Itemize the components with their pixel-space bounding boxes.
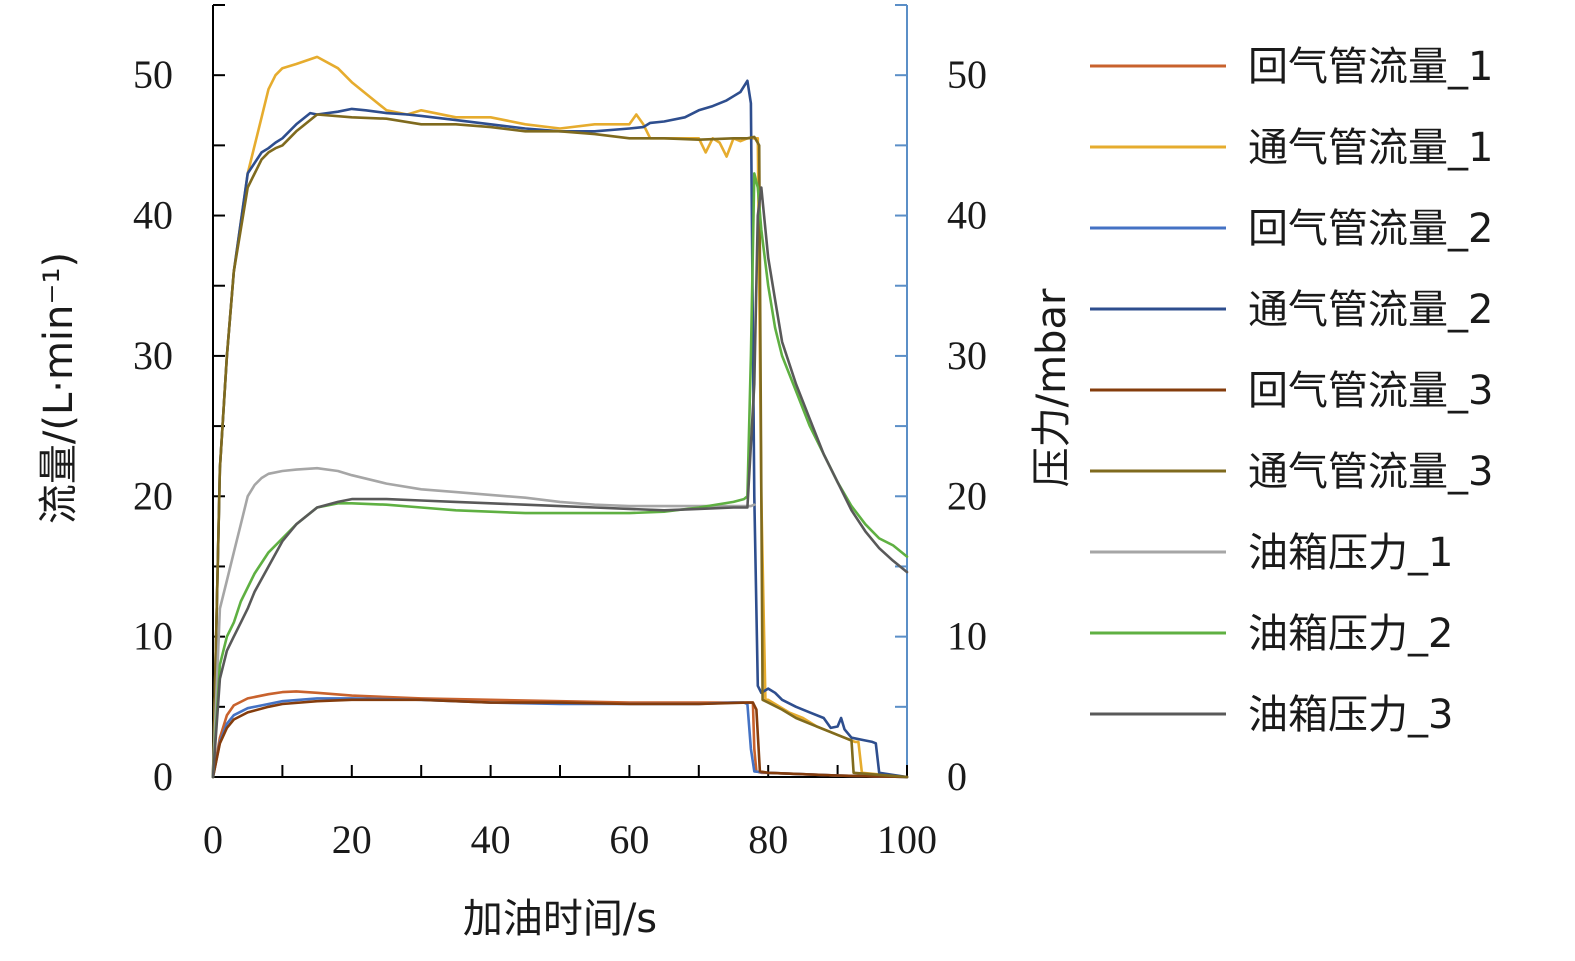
x-tick-label: 100: [877, 817, 937, 862]
legend-label-6: 通气管流量_3: [1248, 449, 1493, 495]
y-left-tick-label: 30: [133, 333, 173, 378]
y-left-tick-label: 20: [133, 473, 173, 518]
axes: 0 10 20 30 40 50 0 10 20 30 40 50 0 20 40 60 80 100: [133, 4, 987, 862]
series-line-7: [211, 466, 756, 779]
y-axis-right-title: 压力/mbar: [1029, 288, 1075, 487]
legend-label-5: 回气管流量_3: [1248, 368, 1493, 414]
y-right-tick-label: 20: [947, 473, 987, 518]
y-left-tick-label: 0: [153, 754, 173, 799]
legend-label-7: 油箱压力_1: [1248, 530, 1453, 576]
x-tick-label: 60: [609, 817, 649, 862]
x-tick-label: 40: [471, 817, 511, 862]
y-right-tick-label: 30: [947, 333, 987, 378]
axis-labels: 流量/(L·min⁻¹) 压力/mbar 加油时间/s: [36, 252, 1075, 942]
x-tick-label: 0: [203, 817, 223, 862]
y-left-tick-label: 10: [133, 614, 173, 659]
x-tick-label: 20: [332, 817, 372, 862]
series-lines: [211, 55, 909, 779]
series-line-4: [211, 79, 909, 779]
x-tick-label: 80: [748, 817, 788, 862]
legend-label-4: 通气管流量_2: [1248, 287, 1493, 333]
series-line-5: [211, 698, 909, 779]
legend-label-8: 油箱压力_2: [1248, 611, 1453, 657]
y-right-tick-label: 50: [947, 52, 987, 97]
legend-label-9: 油箱压力_3: [1248, 692, 1453, 738]
legend-label-1: 回气管流量_1: [1248, 44, 1493, 90]
series-line-2: [211, 55, 909, 779]
y-right-tick-label: 10: [947, 614, 987, 659]
y-left-tick-label: 40: [133, 193, 173, 238]
y-right-tick-label: 40: [947, 193, 987, 238]
legend-label-3: 回气管流量_2: [1248, 206, 1493, 252]
y-right-tick-label: 0: [947, 754, 967, 799]
x-axis-title: 加油时间/s: [463, 896, 657, 942]
legend-label-2: 通气管流量_1: [1248, 125, 1493, 171]
series-line-9: [211, 186, 909, 779]
y-left-tick-label: 50: [133, 52, 173, 97]
y-axis-left-title: 流量/(L·min⁻¹): [36, 252, 82, 524]
series-line-6: [211, 113, 909, 779]
legend: 回气管流量_1 通气管流量_1 回气管流量_2 通气管流量_2 回气管流量_3 通气管流量…: [1090, 44, 1493, 738]
series-line-8: [211, 172, 909, 779]
